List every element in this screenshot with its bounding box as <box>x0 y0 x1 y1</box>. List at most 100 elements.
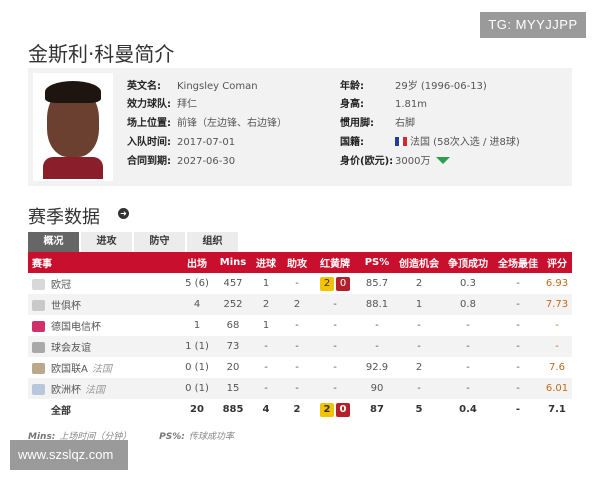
apps-cell: 5 (6) <box>185 278 209 289</box>
profile-value: 3000万 <box>395 156 451 168</box>
profile-value-text: 3000万 <box>395 156 431 167</box>
column-header[interactable]: 进球 <box>250 252 282 273</box>
profile-value: 29岁 (1996-06-13) <box>395 81 487 93</box>
aerial-cell: 0.8 <box>442 294 494 315</box>
assists-cell: - <box>282 378 312 399</box>
tab-attack[interactable]: 进攻 <box>81 232 132 252</box>
footnote-key: PS%: <box>159 432 185 442</box>
season-heading: 赛季数据 <box>28 207 100 228</box>
trend-down-icon <box>436 157 451 164</box>
profile-card: 英文名: Kingsley Coman 效力球队: 拜仁 场上位置: 前锋（左边锋、右边锋… <box>28 68 572 186</box>
profile-label: 国籍: <box>340 137 364 148</box>
column-header[interactable]: Mins <box>216 252 250 273</box>
goals-cell: 1 <box>262 320 270 331</box>
table-row[interactable]: 球会友谊 1 (1) 73- - - - - - - - <box>28 336 572 357</box>
column-header[interactable]: 助攻 <box>282 252 312 273</box>
mins-cell: 457 <box>223 278 243 289</box>
table-row[interactable]: 欧国联A 法国 0 (1) 20 - - - 92.9 2 - - 7.6 <box>28 357 572 378</box>
chances-cell: - <box>417 320 421 331</box>
profile-label: 场上位置: <box>127 118 171 129</box>
ps-cell: 90 <box>358 378 396 399</box>
chances-cell: 1 <box>396 294 442 315</box>
goals-cell: - <box>250 336 282 357</box>
aerial-cell: - <box>442 336 494 357</box>
tab-overview[interactable]: 概况 <box>28 232 79 252</box>
profile-label: 入队时间: <box>127 137 171 148</box>
aerial-cell: - <box>466 320 470 331</box>
assists-cell: - <box>295 278 299 289</box>
column-header[interactable]: 全场最佳 <box>494 252 542 273</box>
season-stats-table: 赛事 出场 Mins 进球 助攻 红黄牌 PS% 创造机会 争顶成功 全场最佳 评分 欧冠 5 (6)… <box>28 252 572 420</box>
competition-cell[interactable]: 全部 <box>28 399 178 420</box>
profile-value: 1.81m <box>395 99 427 111</box>
competition-cell[interactable]: 欧国联A 法国 <box>28 357 178 378</box>
motm-cell: - <box>516 278 520 289</box>
motm-cell: - <box>515 404 521 415</box>
tab-organize[interactable]: 组织 <box>187 232 238 252</box>
profile-label: 惯用脚: <box>340 118 374 129</box>
competition-logo-icon <box>32 321 45 332</box>
watermark-top: TG: MYYJJPP <box>480 12 586 38</box>
profile-value: 2027-06-30 <box>177 156 235 168</box>
profile-value: Kingsley Coman <box>177 81 258 93</box>
profile-value: 2017-07-01 <box>177 137 235 149</box>
mins-cell: 73 <box>216 336 250 357</box>
ps-cell: 92.9 <box>365 362 389 373</box>
tab-defense[interactable]: 防守 <box>134 232 185 252</box>
column-header[interactable]: 争顶成功 <box>442 252 494 273</box>
column-header[interactable]: 赛事 <box>28 252 178 273</box>
cards-cell: - <box>312 294 358 315</box>
red-card-count: 0 <box>336 402 350 417</box>
chances-cell: - <box>396 336 442 357</box>
column-header[interactable]: 评分 <box>542 252 572 273</box>
profile-value-text: Kingsley Coman <box>177 81 258 92</box>
competition-cell[interactable]: 欧冠 <box>28 273 178 294</box>
profile-value-text: 前锋（左边锋、右边锋） <box>177 118 287 129</box>
competition-name: 世俱杯 <box>51 301 81 312</box>
profile-value: 法国 (58次入选 / 进8球) <box>395 137 520 149</box>
mins-cell: 252 <box>216 294 250 315</box>
total-row[interactable]: 全部 20 885 4 2 2 0 87 5 0.4-7.1 <box>28 399 572 420</box>
cards-cell: - <box>333 320 337 331</box>
mins-cell: 885 <box>222 404 244 415</box>
table-row[interactable]: 欧冠 5 (6) 457 1-2 0 85.7 2 0.3-6.93 <box>28 273 572 294</box>
profile-value-text: 拜仁 <box>177 99 197 110</box>
goals-cell: - <box>264 362 268 373</box>
page-title: 金斯利·科曼简介 <box>28 42 175 66</box>
table-row[interactable]: 德国电信杯 1 68 1 - - - - - - - <box>28 315 572 336</box>
column-header[interactable]: 红黄牌 <box>312 252 358 273</box>
competition-cell[interactable]: 德国电信杯 <box>28 315 178 336</box>
rating-cell: 6.01 <box>542 378 572 399</box>
profile-value: 前锋（左边锋、右边锋） <box>177 118 287 130</box>
competition-name: 欧国联A <box>51 364 88 375</box>
competition-cell[interactable]: 球会友谊 <box>28 336 178 357</box>
competition-cell[interactable]: 世俱杯 <box>28 294 178 315</box>
competition-name: 球会友谊 <box>51 343 91 354</box>
season-tabs: 概况 进攻 防守 组织 <box>28 232 238 252</box>
table-row[interactable]: 欧洲杯 法国 0 (1) 15- - -90- - -6.01 <box>28 378 572 399</box>
profile-label: 年龄: <box>340 81 364 92</box>
motm-cell: - <box>494 294 542 315</box>
profile-value-text: 右脚 <box>395 118 415 129</box>
assists-cell: - <box>282 336 312 357</box>
motm-cell: - <box>516 362 520 373</box>
aerial-cell: - <box>442 378 494 399</box>
footnote-key: Mins: <box>28 432 56 442</box>
rating-cell: 7.6 <box>549 362 565 373</box>
chances-cell: 2 <box>415 362 423 373</box>
profile-label: 效力球队: <box>127 99 171 110</box>
competition-name: 欧冠 <box>51 280 71 291</box>
column-header[interactable]: PS% <box>358 252 396 273</box>
arrow-right-icon[interactable]: ➜ <box>118 208 129 219</box>
cards-cell: - <box>312 336 358 357</box>
table-row[interactable]: 世俱杯 4 252 2 2-88.1 1 0.8-7.73 <box>28 294 572 315</box>
column-header[interactable]: 创造机会 <box>396 252 442 273</box>
mins-cell: 15 <box>216 378 250 399</box>
rating-cell: - <box>542 336 572 357</box>
competition-cell[interactable]: 欧洲杯 法国 <box>28 378 178 399</box>
aerial-cell: - <box>466 362 470 373</box>
chances-cell: 5 <box>415 404 423 415</box>
column-header[interactable]: 出场 <box>178 252 216 273</box>
